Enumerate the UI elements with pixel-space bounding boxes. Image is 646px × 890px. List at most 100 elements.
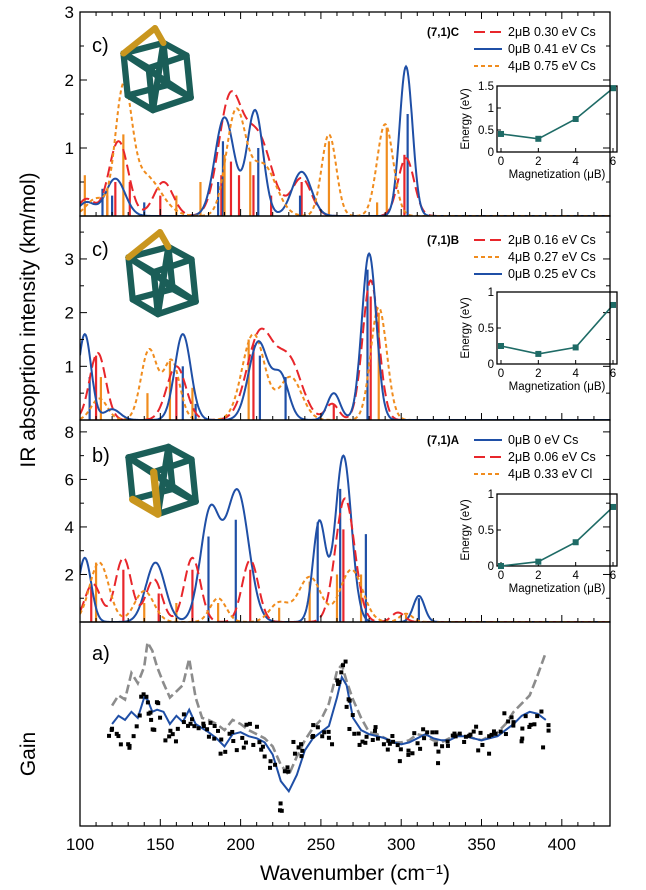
- inset-chart: 0 0.5 1 1.5 0 2 4 6 Magnetization (μB) Energy (eV…: [460, 81, 618, 181]
- gain-point: [343, 659, 348, 664]
- gain-point: [436, 749, 441, 754]
- inset-point: [535, 135, 542, 142]
- panel-tag: (7,1)C: [427, 27, 459, 39]
- gain-point: [196, 726, 201, 731]
- gain-point: [273, 762, 278, 767]
- panel-tag: (7,1)A: [427, 435, 459, 447]
- gain-point: [292, 751, 297, 756]
- gain-point: [498, 729, 503, 734]
- gain-point: [511, 720, 516, 725]
- spectrum-line: [80, 561, 610, 622]
- inset-y-tick-label: 0.5: [478, 323, 494, 335]
- gain-point: [471, 729, 476, 734]
- gain-point: [476, 748, 481, 753]
- gain-point: [532, 722, 537, 727]
- gain-point: [139, 694, 144, 699]
- inset-x-tick-label: 2: [535, 570, 541, 582]
- inset-x-tick-label: 4: [572, 570, 579, 582]
- legend-label: 2μB 0.30 eV Cs: [508, 25, 596, 39]
- gain-point: [212, 736, 217, 741]
- cage-bond: [120, 50, 131, 99]
- gain-point: [277, 808, 282, 813]
- inset-frame: [496, 493, 618, 567]
- gain-point: [158, 715, 163, 720]
- gold-bond: [129, 495, 162, 518]
- gain-point: [227, 731, 232, 736]
- gain-point: [418, 746, 423, 751]
- gain-point: [375, 736, 380, 741]
- cage-bond: [129, 296, 162, 318]
- gain-point: [452, 731, 457, 736]
- gain-point: [546, 728, 551, 733]
- gain-point: [315, 725, 320, 730]
- gain-point: [163, 738, 168, 743]
- gain-point: [487, 751, 492, 756]
- gain-point: [335, 678, 340, 683]
- panel-c-71C: 1 2 3 c) (7,1)C 2μB 0.30 eV Cs 0μB 0.41 eV Cs 4…: [65, 3, 618, 217]
- inset-point: [498, 130, 504, 137]
- gain-point: [370, 737, 375, 742]
- inset-y-tick-label: 1.5: [478, 81, 494, 93]
- gain-point: [360, 739, 365, 744]
- gain-point: [390, 734, 395, 739]
- gold-bond: [151, 25, 167, 47]
- gain-point: [127, 743, 132, 748]
- gain-point: [463, 734, 468, 739]
- gain-point: [260, 744, 265, 749]
- panel-tag: (7,1)B: [427, 235, 459, 247]
- gain-point: [259, 747, 264, 752]
- gain-point: [223, 749, 228, 754]
- gain-point: [406, 752, 411, 757]
- cage-bond: [150, 268, 176, 293]
- gain-point: [474, 724, 479, 729]
- gain-point: [363, 740, 368, 745]
- spectrum-line: [80, 497, 610, 622]
- inset-x-tick-label: 4: [572, 156, 579, 168]
- gain-point: [373, 725, 378, 730]
- gain-point: [436, 761, 441, 766]
- gain-point: [257, 740, 262, 745]
- gain-point: [450, 733, 455, 738]
- gain-point: [506, 719, 511, 724]
- gain-point: [282, 769, 287, 774]
- inset-y-tick-label: 0: [488, 359, 494, 371]
- gain-point: [462, 739, 467, 744]
- x-tick-label: 400: [548, 835, 576, 854]
- gain-point: [541, 745, 546, 750]
- gain-point: [387, 741, 392, 746]
- inset-y-label: Energy (eV): [460, 297, 472, 359]
- gain-point: [141, 692, 146, 697]
- inset-y-tick-label: 1: [488, 287, 494, 299]
- gain-point: [395, 743, 400, 748]
- gain-point: [430, 730, 435, 735]
- inset-line: [500, 87, 614, 140]
- gain-point: [149, 717, 154, 722]
- inset-y-tick-label: 1: [488, 489, 494, 501]
- gain-point: [339, 670, 344, 675]
- legend-label: 4μB 0.27 eV Cs: [508, 250, 596, 264]
- gain-point: [503, 732, 508, 737]
- cage-bond: [183, 52, 194, 101]
- gain-point: [206, 734, 211, 739]
- gain-point: [440, 744, 445, 749]
- gain-point: [150, 727, 155, 732]
- y-tick-label: 3: [65, 250, 74, 269]
- gain-point: [350, 713, 355, 718]
- gain-point: [502, 711, 507, 716]
- gain-point: [523, 714, 528, 719]
- gain-point: [386, 738, 391, 743]
- spectrum-line: [80, 454, 610, 622]
- y-tick-label: 2: [65, 565, 74, 584]
- y-axis-label: IR absoprtion intensity (km/mol): [17, 172, 40, 467]
- legend-label: 0μB 0.41 eV Cs: [508, 42, 596, 56]
- gain-point: [241, 745, 246, 750]
- cage-bond: [129, 285, 176, 303]
- plot-area: [80, 251, 610, 420]
- cage-bond: [124, 81, 171, 99]
- gain-point: [434, 730, 439, 735]
- panel-letter: b): [92, 445, 110, 467]
- gain-point: [535, 714, 540, 719]
- gain-point: [453, 734, 458, 739]
- y-tick-label: 2: [65, 304, 74, 323]
